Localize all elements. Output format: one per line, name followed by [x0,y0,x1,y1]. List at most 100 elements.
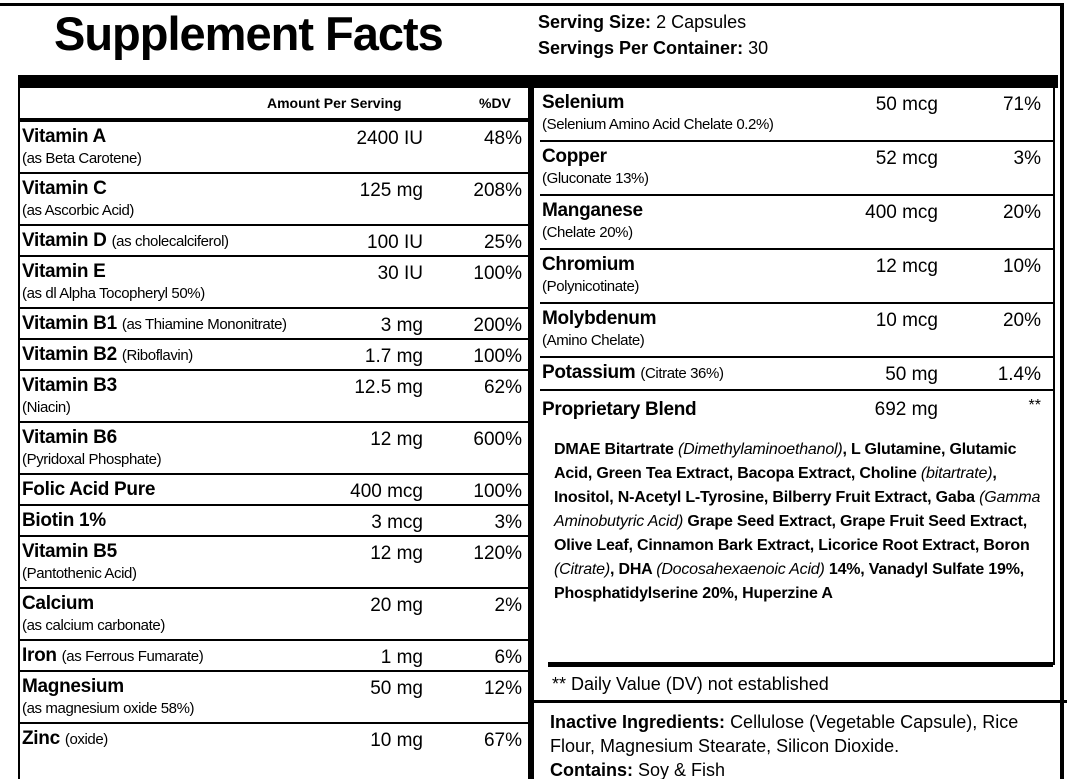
nutrient-name-text: Vitamin C [22,178,107,199]
nutrient-note: (as Ferrous Fumarate) [61,648,204,665]
nutrient-dv: 100% [473,263,522,284]
nutrient-amount: 400 mcg [350,481,423,502]
nutrient-amount: 50 mg [370,678,423,699]
nutrient-row: (Polynicotinate) Chromium 12 mcg 10% [540,250,1053,304]
nutrient-name: Vitamin B3 [22,375,117,397]
nutrient-amount: 12 mcg [875,256,938,277]
nutrient-row: (Pyridoxal Phosphate) Vitamin B6 12 mg 600% [20,423,530,475]
nutrient-amount: 50 mg [885,364,938,385]
nutrient-note: (Selenium Amino Acid Chelate 0.2%) [542,116,774,133]
nutrient-name-text: Chromium [542,254,635,275]
nutrient-name-text: Manganese [542,200,643,221]
servings-label: Servings Per Container: [538,38,744,58]
nutrient-amount: 3 mg [380,315,423,336]
nutrient-dv: 2% [494,595,522,616]
nutrient-amount: 1.7 mg [364,346,423,367]
nutrient-row: (as dl Alpha Tocopheryl 50%) Vitamin E 30 … [20,257,530,309]
nutrient-name: Molybdenum [542,308,656,330]
nutrient-name-text: Biotin 1% [22,510,106,531]
nutrient-name: Folic Acid Pure [22,479,155,501]
nutrient-name-text: Calcium [22,593,94,614]
blend-part: , L Glutamine, Glutamic Acid, Green Tea … [554,441,1017,482]
nutrient-name-text: Vitamin E [22,261,106,282]
nutrient-name: Vitamin B2 (Riboflavin) [22,344,193,366]
nutrient-row: (Selenium Amino Acid Chelate 0.2%) Seleni… [540,88,1053,142]
nutrient-name-text: Molybdenum [542,308,657,329]
nutrient-name: Zinc (oxide) [22,728,108,750]
bottom-rule [548,662,1053,667]
blend-name: Proprietary Blend [542,399,697,420]
nutrient-name-text: Magnesium [22,676,124,697]
nutrient-note: (as dl Alpha Tocopheryl 50%) [22,285,205,302]
nutrient-name-text: Vitamin B2 [22,344,117,365]
contains-label: Contains: [550,760,633,779]
blend-part-italic: (Docosahexaenoic Acid) [656,561,825,578]
nutrient-note: (Citrate 36%) [640,365,724,382]
nutrient-dv: 48% [483,128,522,149]
right-column: (Selenium Amino Acid Chelate 0.2%) Seleni… [540,88,1055,665]
nutrient-note: (Riboflavin) [121,347,193,364]
nutrient-name-text: Potassium [542,362,636,383]
nutrient-row: (as Ascorbic Acid) Vitamin C 125 mg 208% [20,174,530,226]
nutrient-name: Vitamin B1 (as Thiamine Mononitrate) [22,313,287,335]
nutrient-note: (Amino Chelate) [542,332,645,349]
nutrient-name: Manganese [542,200,643,222]
nutrient-name-text: Selenium [542,92,625,113]
footnote: ** Daily Value (DV) not established [552,674,829,694]
nutrient-name: Potassium (Citrate 36%) [542,362,724,384]
nutrient-row: (Chelate 20%) Manganese 400 mcg 20% [540,196,1053,250]
nutrient-amount: 1 mg [380,647,423,668]
nutrient-name-text: Vitamin A [22,126,106,147]
nutrient-amount: 400 mcg [865,202,938,223]
nutrient-dv: 20% [1002,202,1041,223]
nutrient-amount: 30 IU [377,263,423,284]
servings-value: 30 [748,38,769,58]
nutrient-name-text: Iron [22,645,57,666]
nutrient-dv: 10% [1002,256,1041,277]
nutrient-amount: 3 mcg [371,512,423,533]
nutrient-row: (as Beta Carotene) Vitamin A 2400 IU 48% [20,122,530,174]
nutrient-name: Selenium [542,92,624,114]
nutrient-row: Iron (as Ferrous Fumarate) 1 mg 6% [20,641,530,672]
nutrient-name-text: Vitamin B1 [22,313,117,334]
nutrient-name-text: Vitamin B3 [22,375,117,396]
nutrient-name-text: Vitamin B6 [22,427,117,448]
nutrient-row: (Amino Chelate) Molybdenum 10 mcg 20% [540,304,1053,358]
serving-size-value: 2 Capsules [656,12,747,32]
nutrient-note: (as Ascorbic Acid) [22,202,135,219]
inactive-box: Inactive Ingredients: Cellulose (Vegetab… [528,700,1067,779]
nutrient-dv: 3% [494,512,522,533]
blend-part: , DHA [609,561,657,578]
nutrient-name-text: Zinc [22,728,60,749]
nutrient-name: Vitamin B6 [22,427,117,449]
nutrient-note: (as Thiamine Mononitrate) [121,316,287,333]
nutrient-amount: 52 mcg [875,148,938,169]
nutrient-note: (as Beta Carotene) [22,150,142,167]
nutrient-name: Vitamin D (as cholecalciferol) [22,230,229,252]
blend-amount: 692 mg [874,399,938,420]
nutrient-name: Vitamin C [22,178,107,200]
nutrient-row: (Gluconate 13%) Copper 52 mcg 3% [540,142,1053,196]
nutrient-amount: 20 mg [370,595,423,616]
nutrient-name: Vitamin E [22,261,106,283]
contains-value: Soy & Fish [638,760,726,779]
blend-part-italic: (Citrate) [554,561,610,578]
nutrient-dv: 600% [473,429,522,450]
nutrient-name-text: Vitamin D [22,230,107,251]
nutrient-amount: 50 mcg [875,94,938,115]
blend-dv: ** [1028,397,1041,414]
nutrient-note: (Pyridoxal Phosphate) [22,451,162,468]
nutrient-row: (Niacin) Vitamin B3 12.5 mg 62% [20,371,530,423]
nutrient-amount: 12.5 mg [354,377,423,398]
blend-part: Grape Seed Extract, Grape Fruit Seed Ext… [554,513,1030,554]
nutrient-name: Vitamin A [22,126,106,148]
blend-part: , Inositol, N-Acetyl L-Tyrosine, Bilberr… [554,465,997,506]
column-divider [528,88,534,779]
nutrient-note: (as cholecalciferol) [111,233,229,250]
nutrient-row: (Pantothenic Acid) Vitamin B5 12 mg 120% [20,537,530,589]
nutrient-amount: 10 mcg [875,310,938,331]
nutrient-note: (Pantothenic Acid) [22,565,137,582]
left-column: Amount Per Serving %DV (as Beta Carotene… [18,88,530,779]
nutrient-row: Vitamin D (as cholecalciferol) 100 IU 25% [20,226,530,257]
